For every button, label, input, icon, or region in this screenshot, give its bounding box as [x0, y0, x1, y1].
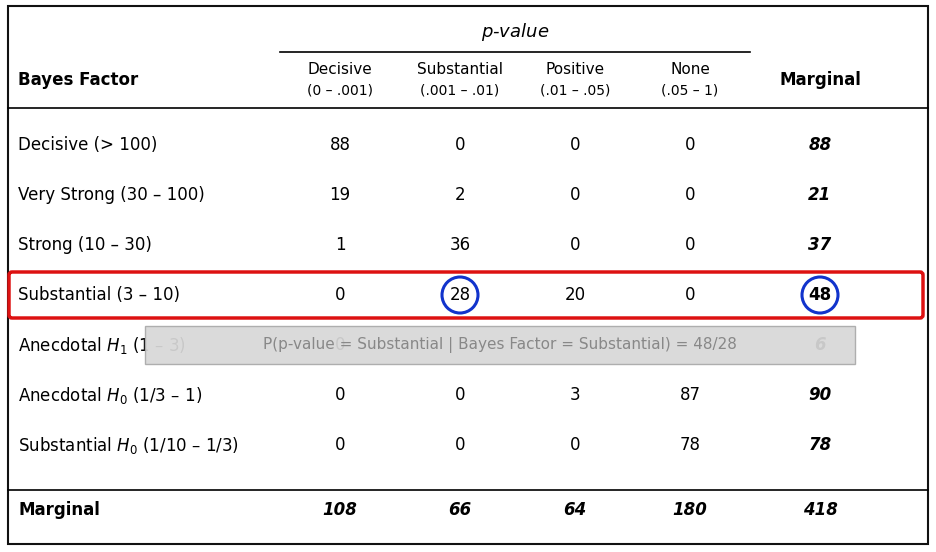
Text: 3: 3: [570, 386, 580, 404]
Text: 64: 64: [563, 501, 587, 519]
Text: 6: 6: [814, 336, 826, 354]
Text: 0: 0: [570, 136, 580, 154]
Text: Marginal: Marginal: [18, 501, 100, 519]
Text: 2: 2: [455, 186, 465, 204]
Text: 28: 28: [449, 286, 471, 304]
Text: 0: 0: [685, 236, 695, 254]
Text: Bayes Factor: Bayes Factor: [18, 71, 139, 89]
Text: Anecdotal $H_0$ (1/3 – 1): Anecdotal $H_0$ (1/3 – 1): [18, 385, 202, 406]
Text: 78: 78: [680, 436, 700, 454]
Text: Decisive (> 100): Decisive (> 100): [18, 136, 157, 154]
Text: Positive: Positive: [546, 62, 605, 77]
Text: (.05 – 1): (.05 – 1): [662, 83, 719, 97]
Text: Substantial: Substantial: [417, 62, 503, 77]
Text: 20: 20: [564, 286, 586, 304]
Text: 90: 90: [809, 386, 831, 404]
Text: 0: 0: [335, 336, 345, 354]
Text: Strong (10 – 30): Strong (10 – 30): [18, 236, 152, 254]
Text: 0: 0: [570, 236, 580, 254]
Text: Decisive: Decisive: [308, 62, 373, 77]
Text: 0: 0: [455, 436, 465, 454]
Text: 87: 87: [680, 386, 700, 404]
Text: 0: 0: [335, 286, 345, 304]
Text: 88: 88: [809, 136, 831, 154]
Text: 21: 21: [809, 186, 831, 204]
Text: 48: 48: [809, 286, 831, 304]
Text: 19: 19: [329, 186, 351, 204]
Text: 418: 418: [802, 501, 838, 519]
Text: Anecdotal $H_1$ (1 – 3): Anecdotal $H_1$ (1 – 3): [18, 335, 186, 355]
Text: 0: 0: [335, 436, 345, 454]
Text: 108: 108: [323, 501, 358, 519]
Text: 0: 0: [455, 386, 465, 404]
Text: 0: 0: [570, 436, 580, 454]
Text: Substantial $H_0$ (1/10 – 1/3): Substantial $H_0$ (1/10 – 1/3): [18, 434, 239, 455]
Text: Very Strong (30 – 100): Very Strong (30 – 100): [18, 186, 205, 204]
Text: P(p-value = Substantial | Bayes Factor = Substantial) = 48/28: P(p-value = Substantial | Bayes Factor =…: [263, 337, 737, 353]
Text: (0 – .001): (0 – .001): [307, 83, 373, 97]
Text: None: None: [670, 62, 709, 77]
Text: Marginal: Marginal: [779, 71, 861, 89]
Text: 37: 37: [809, 236, 831, 254]
Text: 36: 36: [449, 236, 471, 254]
Text: 0: 0: [685, 136, 695, 154]
Text: (.01 – .05): (.01 – .05): [540, 83, 610, 97]
Text: 0: 0: [455, 136, 465, 154]
Text: 0: 0: [685, 186, 695, 204]
Text: 1: 1: [335, 236, 345, 254]
Text: 0: 0: [570, 186, 580, 204]
Text: 180: 180: [673, 501, 708, 519]
Text: 78: 78: [809, 436, 831, 454]
Text: 0: 0: [335, 386, 345, 404]
Text: 0: 0: [685, 286, 695, 304]
Text: 66: 66: [448, 501, 472, 519]
Text: Substantial (3 – 10): Substantial (3 – 10): [18, 286, 180, 304]
Text: 88: 88: [329, 136, 350, 154]
Bar: [145, 326, 855, 364]
Text: $p$-value: $p$-value: [481, 21, 549, 43]
Text: (.001 – .01): (.001 – .01): [420, 83, 500, 97]
